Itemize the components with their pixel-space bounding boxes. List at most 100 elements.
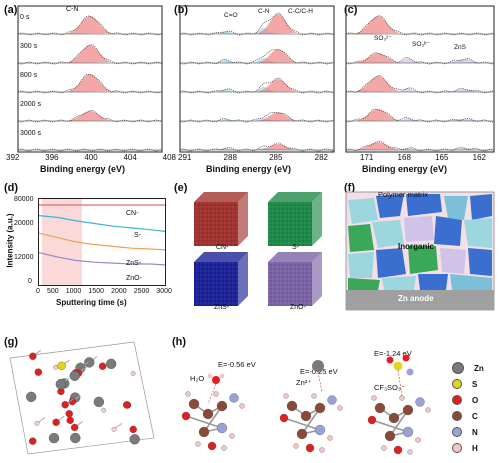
panel-g-label: (g) [4, 336, 19, 348]
fitted-peak [214, 89, 238, 92]
legend-row: S [452, 376, 498, 392]
cube-top [268, 252, 322, 262]
series-label: ZnO- [126, 275, 142, 282]
panel-a-peak: C-N [66, 6, 79, 13]
tick: 392 [6, 153, 20, 162]
legend-swatch [452, 395, 462, 405]
atom [388, 412, 400, 424]
panel-f-label: (f) [344, 182, 355, 194]
panel-c-label: (c) [344, 4, 358, 16]
panel-c [344, 4, 496, 170]
panel-c-xlabel: Binding energy (eV) [362, 164, 448, 174]
atom [69, 370, 80, 381]
atom [111, 426, 117, 432]
legend-row: N [452, 424, 498, 440]
atom [213, 391, 219, 397]
atom [293, 443, 299, 449]
peak-cn: C-N [258, 8, 270, 15]
cube-label: CN- [216, 244, 229, 251]
atom [374, 402, 386, 414]
legend-label: O [472, 395, 479, 405]
tick: 2000 [111, 288, 127, 295]
panel-c-plot [345, 5, 495, 153]
panel-h [172, 352, 442, 458]
cube-label: ZnO- [290, 304, 306, 311]
cube-top [194, 192, 248, 202]
atom [101, 407, 107, 413]
cube-top [268, 192, 322, 202]
peak-so3b: SO₃ᵇ⁻ [412, 41, 430, 48]
atom [402, 404, 414, 416]
atom [337, 405, 343, 411]
atom [319, 447, 325, 453]
ytick: 0 [28, 278, 32, 285]
panel-g [8, 338, 156, 456]
panel-d-yticks: 80000 20000 12000 0 [14, 196, 36, 285]
fitted-peak [444, 59, 484, 63]
energy-3: E=-1.24 eV [374, 349, 412, 358]
fitted-peak [214, 119, 238, 121]
tick: 282 [314, 153, 328, 162]
series-label: CN- [126, 210, 139, 217]
spectrum-trace [179, 112, 334, 123]
bond [185, 415, 223, 429]
spectrum-trace [345, 15, 494, 36]
panel-b-label: (b) [174, 4, 189, 16]
atom [207, 373, 213, 379]
atom [305, 443, 315, 453]
atom [296, 428, 308, 440]
cube-texture [268, 202, 312, 246]
atom [367, 415, 377, 425]
time-label: 800 s [20, 72, 38, 79]
atom [216, 400, 228, 412]
atom [98, 362, 107, 370]
atom [229, 433, 235, 439]
panel-a-ticks: 392 396 400 404 408 [6, 153, 176, 162]
atom [66, 416, 74, 424]
panel-b-ticks: 291 288 285 282 [178, 153, 328, 162]
legend-label: S [472, 379, 478, 389]
bond [283, 417, 321, 431]
spectrum-trace [179, 77, 334, 94]
tick: 3000 [156, 288, 172, 295]
atom [55, 379, 66, 390]
cube-side [312, 192, 322, 246]
time-label: 3000 s [20, 130, 42, 137]
atom [314, 402, 326, 414]
series-line [38, 215, 166, 232]
atom [130, 371, 136, 376]
atom [402, 426, 414, 438]
time-label: 300 s [20, 43, 38, 50]
legend-row: H [452, 440, 498, 456]
atom [311, 393, 317, 399]
atom [300, 410, 312, 422]
fitted-peak [258, 14, 298, 34]
tick: 0 [36, 288, 40, 295]
atom [106, 358, 117, 370]
atom [381, 445, 387, 451]
panel-a-xlabel: Binding energy (eV) [40, 164, 126, 174]
panel-b-xlabel: Binding energy (eV) [206, 164, 292, 174]
molecular-structure [9, 341, 155, 455]
atom [188, 398, 200, 410]
cube-grid [194, 192, 322, 306]
panel-d-xlabel: Sputtering time (s) [56, 298, 127, 307]
panel-e [186, 188, 336, 312]
atom [29, 352, 37, 360]
panel-d-label: (d) [4, 182, 19, 194]
cube-texture [268, 262, 312, 306]
atom [70, 432, 81, 444]
legend-label: N [472, 427, 478, 437]
fitted-peak [258, 79, 298, 92]
tick: 500 [46, 288, 59, 295]
series-line [38, 252, 166, 266]
atom [195, 441, 201, 447]
interphase-schematic [345, 191, 495, 311]
spectrum-trace [17, 148, 163, 152]
atom [393, 445, 403, 455]
fitted-peak [444, 89, 484, 92]
atom [384, 430, 396, 442]
atom [34, 368, 42, 376]
time-label: 2000 s [20, 101, 42, 108]
fitted-peak [356, 53, 400, 63]
